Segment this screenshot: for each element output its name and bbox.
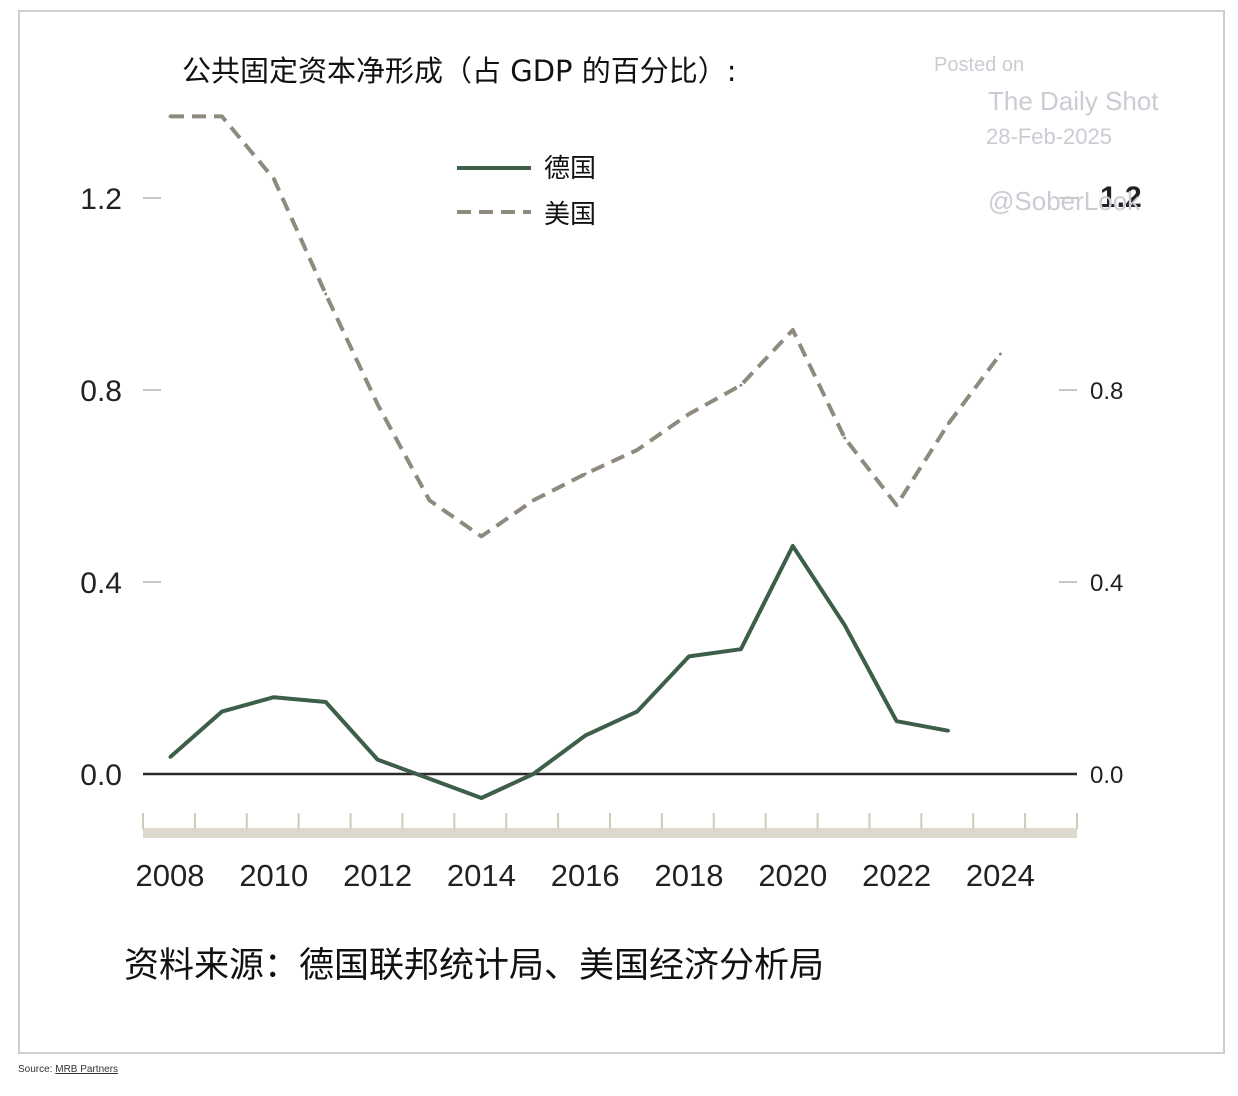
y-tick-label-left: 0.4 xyxy=(80,567,122,600)
series-line-germany xyxy=(168,544,949,800)
data-point-germany xyxy=(947,729,950,733)
watermark-posted: Posted on xyxy=(934,54,1025,76)
data-point-germany xyxy=(479,796,483,800)
data-point-germany xyxy=(324,700,328,704)
data-point-germany xyxy=(739,647,743,651)
data-point-usa xyxy=(895,503,899,507)
data-point-germany xyxy=(687,654,691,658)
legend-label-germany: 德国 xyxy=(544,154,597,184)
y-tick-label-left: 0.8 xyxy=(80,375,122,408)
chart-title: 公共固定资本净形成（占 GDP 的百分比）: xyxy=(182,54,737,88)
data-point-germany xyxy=(220,710,224,714)
data-point-usa xyxy=(687,412,691,416)
legend-label-usa: 美国 xyxy=(544,200,597,230)
data-point-usa xyxy=(635,448,639,452)
data-point-germany xyxy=(583,734,587,738)
y-tick-label-left: 1.2 xyxy=(80,183,122,216)
data-point-germany xyxy=(895,719,899,723)
x-tick-label: 2016 xyxy=(551,858,620,893)
y-tick-label-right: 0.4 xyxy=(1090,570,1123,597)
y-tick-label-left: 0.0 xyxy=(80,759,122,792)
data-point-usa xyxy=(531,498,535,502)
data-point-usa xyxy=(947,422,950,426)
data-point-germany xyxy=(376,758,380,762)
watermark-handle: @SoberLook xyxy=(988,186,1141,216)
x-axis-band xyxy=(143,828,1077,838)
x-tick-label: 2020 xyxy=(758,858,827,893)
chart-frame xyxy=(18,10,1225,1054)
watermark-site: The Daily Shot xyxy=(988,86,1159,116)
data-point-usa xyxy=(998,352,1002,356)
data-point-germany xyxy=(272,695,276,699)
data-point-usa xyxy=(583,472,587,476)
footer-source: Source: MRB Partners xyxy=(18,1064,118,1075)
x-tick-label: 2018 xyxy=(655,858,724,893)
data-point-usa xyxy=(272,177,276,181)
data-point-usa xyxy=(324,292,328,296)
x-tick-label: 2014 xyxy=(447,858,516,893)
x-tick-label: 2012 xyxy=(343,858,412,893)
watermark-date: 28-Feb-2025 xyxy=(986,124,1112,149)
data-point-usa xyxy=(843,436,847,440)
data-point-usa xyxy=(739,383,743,387)
data-point-germany xyxy=(791,544,795,548)
chart-source-note: 资料来源：德国联邦统计局、美国经济分析局 xyxy=(124,946,825,986)
footer-source-link[interactable]: MRB Partners xyxy=(55,1064,119,1075)
footer-source-prefix: Source: xyxy=(18,1064,56,1075)
data-point-usa xyxy=(220,114,224,118)
y-tick-label-right: 0.0 xyxy=(1090,762,1123,789)
x-tick-label: 2008 xyxy=(136,858,205,893)
data-point-usa xyxy=(479,534,483,538)
data-point-usa xyxy=(376,402,380,406)
data-point-germany xyxy=(531,772,535,776)
data-point-usa xyxy=(791,328,795,332)
data-point-germany xyxy=(843,623,847,627)
data-point-usa xyxy=(168,114,172,118)
x-tick-label: 2010 xyxy=(239,858,308,893)
data-point-germany xyxy=(428,777,431,781)
x-tick-label: 2024 xyxy=(966,858,1035,893)
x-tick-label: 2022 xyxy=(862,858,931,893)
series-line-usa xyxy=(170,114,1003,539)
data-point-germany xyxy=(168,755,172,759)
data-point-usa xyxy=(428,498,431,502)
y-tick-label-right: 1.2 xyxy=(1100,181,1142,214)
data-point-germany xyxy=(635,710,639,714)
y-tick-label-right: 0.8 xyxy=(1090,378,1123,405)
